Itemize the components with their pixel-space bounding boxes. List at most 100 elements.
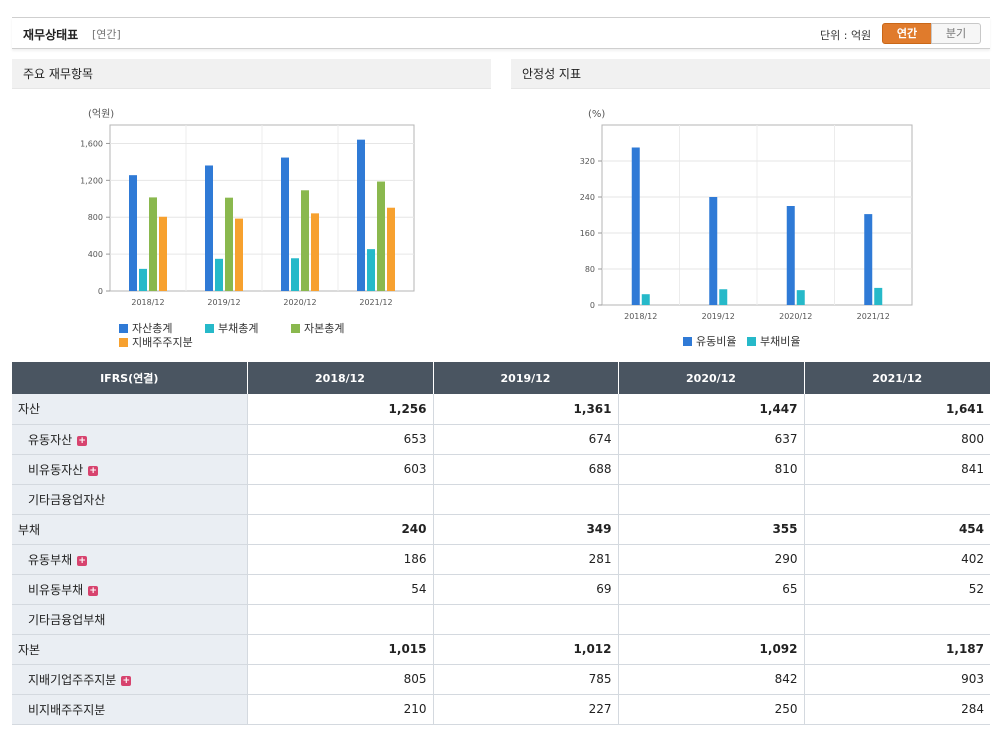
bar-4 bbox=[311, 213, 319, 291]
main-items-chart: (억원) 0 400 800 1,200 1,600 2018/12 2019/12 2020/… bbox=[80, 108, 415, 307]
legend-label: 유동비율 bbox=[696, 335, 737, 348]
row-label: 기타금융업자산 bbox=[12, 484, 248, 515]
cell-value: 284 bbox=[804, 694, 990, 725]
row-label: 유동자산 + bbox=[12, 424, 248, 455]
cell-value: 1,092 bbox=[618, 634, 805, 665]
cell-value: 290 bbox=[618, 544, 805, 575]
cell-value: 454 bbox=[804, 514, 990, 545]
cell-value: 69 bbox=[433, 574, 619, 605]
cell-value: 603 bbox=[247, 454, 434, 485]
cell-value bbox=[618, 604, 805, 635]
balance-sheet-table: IFRS(연결) 2018/12 2019/12 2020/12 2021/12 자산 1… bbox=[12, 362, 990, 725]
y-tick-label: 320 bbox=[580, 157, 595, 166]
legend-swatch bbox=[747, 337, 756, 346]
table-row: 지배기업주주지분 +805 785 842 903 bbox=[12, 664, 990, 695]
bar-1 bbox=[281, 157, 289, 291]
expand-plus-icon[interactable]: + bbox=[121, 675, 132, 686]
stability-legend: 유동비율 부채비율 bbox=[511, 89, 990, 361]
bar-1 bbox=[631, 147, 640, 305]
cell-value bbox=[618, 484, 805, 515]
row-label: 자본 bbox=[12, 634, 248, 665]
cell-value bbox=[804, 604, 990, 635]
header-ifrs: IFRS(연결) bbox=[12, 362, 248, 394]
expand-plus-icon[interactable]: + bbox=[77, 435, 88, 446]
cell-value: 210 bbox=[247, 694, 434, 725]
cell-value: 281 bbox=[433, 544, 619, 575]
expand-plus-icon[interactable]: + bbox=[88, 465, 99, 476]
cell-value: 250 bbox=[618, 694, 805, 725]
row-label: 지배기업주주지분 + bbox=[12, 664, 248, 695]
quarter-toggle-button[interactable]: 분기 bbox=[931, 23, 981, 44]
bar-2 bbox=[796, 290, 805, 305]
cell-value bbox=[433, 604, 619, 635]
cell-value: 688 bbox=[433, 454, 619, 485]
bar-2 bbox=[874, 287, 883, 305]
bar-3 bbox=[301, 190, 309, 291]
table-row: 자본 1,015 1,012 1,092 1,187 bbox=[12, 634, 990, 665]
main-items-title: 주요 재무항목 bbox=[12, 59, 491, 89]
expand-plus-icon[interactable]: + bbox=[88, 585, 99, 596]
x-tick-label: 2019/12 bbox=[207, 298, 240, 307]
cell-value: 653 bbox=[247, 424, 434, 455]
legend-swatch bbox=[683, 337, 692, 346]
bar-4 bbox=[387, 207, 395, 291]
legend-label: 부채비율 bbox=[760, 335, 801, 348]
bar-1 bbox=[709, 197, 718, 305]
legend-label: 자산총계 bbox=[132, 322, 173, 335]
cell-value: 402 bbox=[804, 544, 990, 575]
legend-item: 자산총계 bbox=[119, 320, 172, 336]
legend-item: 자본총계 bbox=[291, 320, 344, 336]
period-label: [연간] bbox=[92, 28, 121, 41]
row-label: 유동부채 + bbox=[12, 544, 248, 575]
cell-value: 355 bbox=[618, 514, 805, 545]
cell-value: 674 bbox=[433, 424, 619, 455]
header-period: 2020/12 bbox=[618, 362, 805, 394]
x-tick-label: 2018/12 bbox=[624, 312, 657, 321]
bar-4 bbox=[235, 218, 243, 291]
legend-swatch bbox=[291, 324, 300, 333]
legend-label: 부채총계 bbox=[218, 322, 259, 335]
y-tick-label: 800 bbox=[88, 213, 103, 222]
header-period: 2021/12 bbox=[804, 362, 990, 394]
legend-item: 지배주주지분 bbox=[119, 334, 193, 350]
table-row: 기타금융업부채 bbox=[12, 604, 990, 635]
row-label: 자산 bbox=[12, 394, 248, 425]
cell-value: 349 bbox=[433, 514, 619, 545]
x-tick-label: 2021/12 bbox=[359, 298, 392, 307]
stability-title: 안정성 지표 bbox=[511, 59, 990, 89]
cell-value: 1,187 bbox=[804, 634, 990, 665]
cell-value: 637 bbox=[618, 424, 805, 455]
cell-value: 785 bbox=[433, 664, 619, 695]
legend-label: 지배주주지분 bbox=[132, 336, 193, 349]
row-label: 기타금융업부채 bbox=[12, 604, 248, 635]
cell-value: 903 bbox=[804, 664, 990, 695]
cell-value bbox=[247, 604, 434, 635]
main-items-panel: 주요 재무항목 (억원) 0 400 800 1,200 1,600 2018/12 2019… bbox=[12, 59, 491, 361]
cell-value bbox=[433, 484, 619, 515]
cell-value bbox=[804, 484, 990, 515]
table-row: 자산 1,256 1,361 1,447 1,641 bbox=[12, 394, 990, 425]
section-header: 재무상태표 [연간] 단위 : 억원 연간 분기 bbox=[12, 17, 990, 49]
bar-1 bbox=[864, 214, 873, 305]
annual-toggle-button[interactable]: 연간 bbox=[882, 23, 932, 44]
bar-3 bbox=[225, 197, 233, 291]
bar-3 bbox=[149, 197, 157, 291]
cell-value: 240 bbox=[247, 514, 434, 545]
cell-value bbox=[247, 484, 434, 515]
cell-value: 1,015 bbox=[247, 634, 434, 665]
bar-1 bbox=[786, 206, 795, 305]
y-tick-label: 1,600 bbox=[80, 139, 103, 148]
legend-label: 자본총계 bbox=[304, 322, 345, 335]
legend-swatch bbox=[205, 324, 214, 333]
row-label: 비지배주주지분 bbox=[12, 694, 248, 725]
header-period: 2018/12 bbox=[247, 362, 434, 394]
expand-plus-icon[interactable]: + bbox=[77, 555, 88, 566]
cell-value: 1,361 bbox=[433, 394, 619, 425]
cell-value: 842 bbox=[618, 664, 805, 695]
x-tick-label: 2018/12 bbox=[131, 298, 164, 307]
table-row: 유동부채 +186 281 290 402 bbox=[12, 544, 990, 575]
y-tick-label: 400 bbox=[88, 250, 103, 259]
bar-4 bbox=[159, 216, 167, 291]
bar-3 bbox=[377, 181, 385, 291]
cell-value: 1,447 bbox=[618, 394, 805, 425]
